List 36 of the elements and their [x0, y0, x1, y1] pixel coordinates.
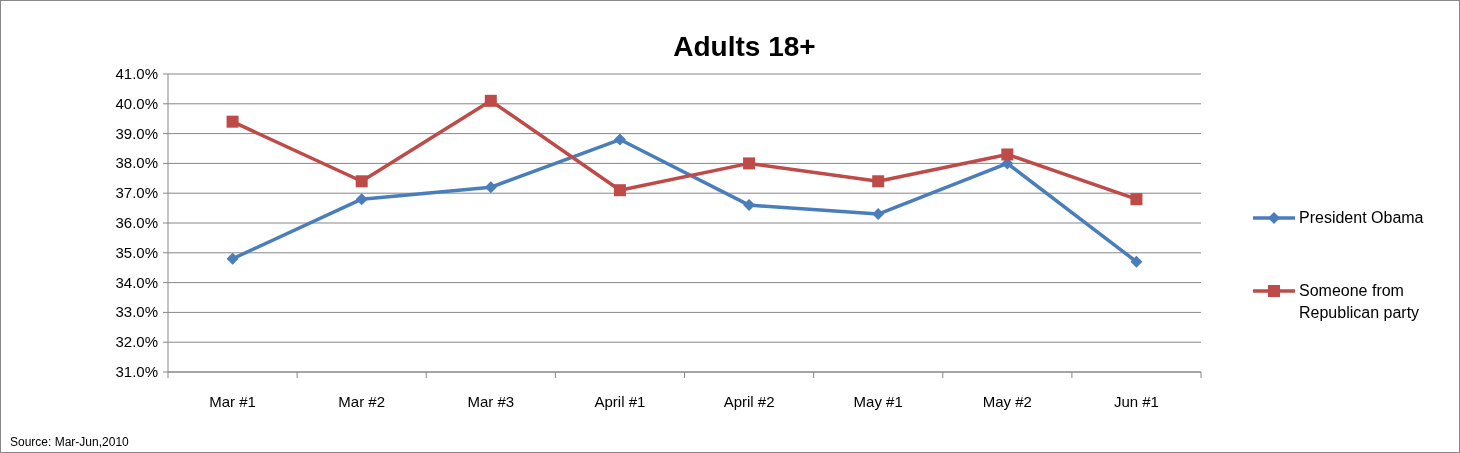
point: [743, 157, 756, 170]
point: [613, 184, 626, 197]
point: [1001, 148, 1014, 161]
source-note: Source: Mar-Jun,2010: [10, 435, 130, 449]
x-tick-label: May #1: [853, 393, 903, 410]
y-tick-label: 36.0%: [115, 214, 158, 231]
x-tick-label: Mar #1: [209, 393, 256, 410]
y-tick-label: 33.0%: [115, 303, 158, 321]
point: [355, 175, 368, 188]
x-tick-label: Mar #2: [338, 393, 386, 410]
x-tick-label: April #1: [594, 393, 646, 410]
x-tick-label: Mar #3: [467, 393, 515, 410]
legend-label: President Obama: [1299, 209, 1424, 226]
y-tick-label: 40.0%: [115, 94, 158, 112]
point: [1130, 193, 1143, 206]
point: [226, 252, 239, 265]
point: [226, 115, 239, 128]
legend-label: Someone from Republican party: [1299, 282, 1420, 321]
y-tick-label: 34.0%: [115, 273, 158, 291]
point: [1130, 255, 1143, 268]
y-tick-label: 31.0%: [115, 363, 158, 380]
y-tick-label: 41.0%: [115, 65, 158, 82]
y-tick-label: 39.0%: [115, 124, 158, 142]
y-tick-label: 37.0%: [115, 184, 158, 202]
point: [872, 208, 885, 221]
chart-title: Adults 18+: [673, 31, 816, 62]
x-tick-label: May #2: [982, 393, 1032, 410]
point: [613, 133, 626, 146]
point: [355, 193, 368, 206]
point: [872, 175, 885, 188]
y-tick-label: 38.0%: [115, 154, 158, 172]
point: [484, 94, 497, 107]
y-tick-label: 35.0%: [115, 243, 158, 261]
y-tick-label: 32.0%: [115, 333, 158, 351]
x-tick-label: Jun #1: [1113, 393, 1159, 410]
x-tick-label: April #2: [723, 393, 775, 410]
